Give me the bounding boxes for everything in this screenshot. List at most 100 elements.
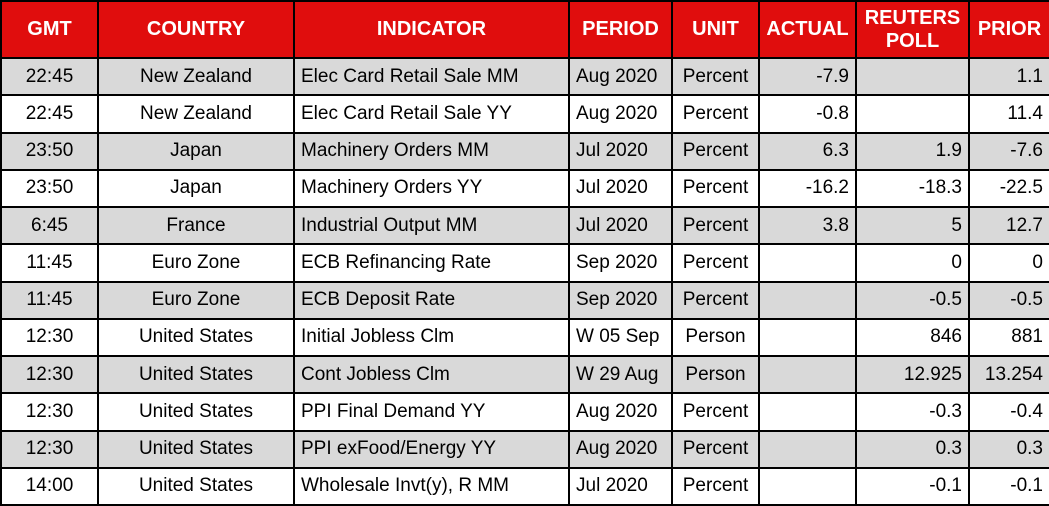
- cell-actual: [758, 317, 857, 358]
- table-row: 12:30 United States Initial Jobless Clm W 0…: [0, 317, 1049, 358]
- cell-indicator: Elec Card Retail Sale MM: [293, 56, 570, 97]
- cell-prior: 0.3: [968, 429, 1049, 469]
- cell-gmt: 12:30: [0, 392, 99, 432]
- cell-gmt: 12:30: [0, 354, 99, 395]
- cell-gmt: 22:45: [0, 94, 99, 134]
- cell-prior: 1.1: [968, 56, 1049, 97]
- cell-reuters_poll: 5: [855, 205, 970, 246]
- cell-country: New Zealand: [97, 56, 295, 97]
- table-row: 23:50 Japan Machinery Orders YY Jul 2020 Per…: [0, 168, 1049, 209]
- cell-indicator: Initial Jobless Clm: [293, 317, 570, 358]
- cell-period: Sep 2020: [568, 280, 673, 320]
- column-header-country: COUNTRY: [97, 0, 295, 59]
- cell-indicator: Machinery Orders MM: [293, 131, 570, 171]
- cell-unit: Percent: [671, 392, 760, 432]
- cell-gmt: 6:45: [0, 205, 99, 246]
- cell-prior: -7.6: [968, 131, 1049, 171]
- table-row: 11:45 Euro Zone ECB Refinancing Rate Sep 20…: [0, 243, 1049, 283]
- cell-actual: -16.2: [758, 168, 857, 209]
- cell-indicator: Elec Card Retail Sale YY: [293, 94, 570, 134]
- cell-gmt: 23:50: [0, 131, 99, 171]
- column-header-reuters-poll: REUTERS POLL: [855, 0, 970, 59]
- cell-country: France: [97, 205, 295, 246]
- cell-country: United States: [97, 429, 295, 469]
- cell-period: W 05 Sep: [568, 317, 673, 358]
- cell-unit: Percent: [671, 94, 760, 134]
- cell-reuters_poll: -0.1: [855, 466, 970, 506]
- cell-country: United States: [97, 354, 295, 395]
- cell-indicator: ECB Refinancing Rate: [293, 243, 570, 283]
- cell-gmt: 22:45: [0, 56, 99, 97]
- cell-unit: Percent: [671, 56, 760, 97]
- cell-prior: 12.7: [968, 205, 1049, 246]
- table-row: 6:45 France Industrial Output MM Jul 2020 Pe…: [0, 205, 1049, 246]
- column-header-gmt: GMT: [0, 0, 99, 59]
- cell-reuters_poll: -0.5: [855, 280, 970, 320]
- cell-indicator: ECB Deposit Rate: [293, 280, 570, 320]
- cell-actual: [758, 243, 857, 283]
- table-row: 11:45 Euro Zone ECB Deposit Rate Sep 2020 Pe…: [0, 280, 1049, 320]
- cell-period: W 29 Aug: [568, 354, 673, 395]
- column-header-actual: ACTUAL: [758, 0, 857, 59]
- cell-unit: Percent: [671, 205, 760, 246]
- cell-unit: Person: [671, 354, 760, 395]
- cell-gmt: 12:30: [0, 429, 99, 469]
- header-row: GMT COUNTRY INDICATOR PERIOD UNIT ACTUAL…: [0, 0, 1049, 59]
- cell-period: Jul 2020: [568, 205, 673, 246]
- cell-reuters_poll: -0.3: [855, 392, 970, 432]
- cell-actual: [758, 280, 857, 320]
- cell-country: Euro Zone: [97, 280, 295, 320]
- cell-country: United States: [97, 392, 295, 432]
- cell-reuters_poll: 0.3: [855, 429, 970, 469]
- cell-country: Japan: [97, 168, 295, 209]
- cell-actual: [758, 429, 857, 469]
- column-header-indicator: INDICATOR: [293, 0, 570, 59]
- cell-prior: -0.5: [968, 280, 1049, 320]
- column-header-period: PERIOD: [568, 0, 673, 59]
- cell-prior: 881: [968, 317, 1049, 358]
- cell-country: United States: [97, 466, 295, 506]
- cell-indicator: Industrial Output MM: [293, 205, 570, 246]
- cell-prior: -0.4: [968, 392, 1049, 432]
- cell-actual: -0.8: [758, 94, 857, 134]
- table-row: 22:45 New Zealand Elec Card Retail Sale YY…: [0, 94, 1049, 134]
- cell-prior: -22.5: [968, 168, 1049, 209]
- cell-prior: 13.254: [968, 354, 1049, 395]
- cell-indicator: Machinery Orders YY: [293, 168, 570, 209]
- cell-unit: Person: [671, 317, 760, 358]
- cell-prior: -0.1: [968, 466, 1049, 506]
- table-row: 23:50 Japan Machinery Orders MM Jul 2020 Per…: [0, 131, 1049, 171]
- cell-unit: Percent: [671, 168, 760, 209]
- cell-indicator: Cont Jobless Clm: [293, 354, 570, 395]
- cell-reuters_poll: [855, 94, 970, 134]
- cell-period: Sep 2020: [568, 243, 673, 283]
- table-body: 22:45 New Zealand Elec Card Retail Sale MM…: [0, 56, 1049, 506]
- cell-country: United States: [97, 317, 295, 358]
- cell-unit: Percent: [671, 243, 760, 283]
- column-header-prior: PRIOR: [968, 0, 1049, 59]
- cell-prior: 11.4: [968, 94, 1049, 134]
- table-row: 14:00 United States Wholesale Invt(y), R M…: [0, 466, 1049, 506]
- cell-reuters_poll: 846: [855, 317, 970, 358]
- column-header-unit: UNIT: [671, 0, 760, 59]
- cell-unit: Percent: [671, 131, 760, 171]
- cell-country: Euro Zone: [97, 243, 295, 283]
- cell-period: Aug 2020: [568, 392, 673, 432]
- cell-reuters_poll: [855, 56, 970, 97]
- cell-unit: Percent: [671, 466, 760, 506]
- table-row: 22:45 New Zealand Elec Card Retail Sale MM…: [0, 56, 1049, 97]
- cell-actual: [758, 354, 857, 395]
- cell-actual: 6.3: [758, 131, 857, 171]
- cell-gmt: 11:45: [0, 243, 99, 283]
- cell-actual: [758, 392, 857, 432]
- cell-country: Japan: [97, 131, 295, 171]
- cell-reuters_poll: 1.9: [855, 131, 970, 171]
- cell-period: Aug 2020: [568, 429, 673, 469]
- cell-reuters_poll: -18.3: [855, 168, 970, 209]
- cell-period: Jul 2020: [568, 466, 673, 506]
- cell-unit: Percent: [671, 429, 760, 469]
- cell-gmt: 23:50: [0, 168, 99, 209]
- cell-period: Aug 2020: [568, 94, 673, 134]
- cell-gmt: 11:45: [0, 280, 99, 320]
